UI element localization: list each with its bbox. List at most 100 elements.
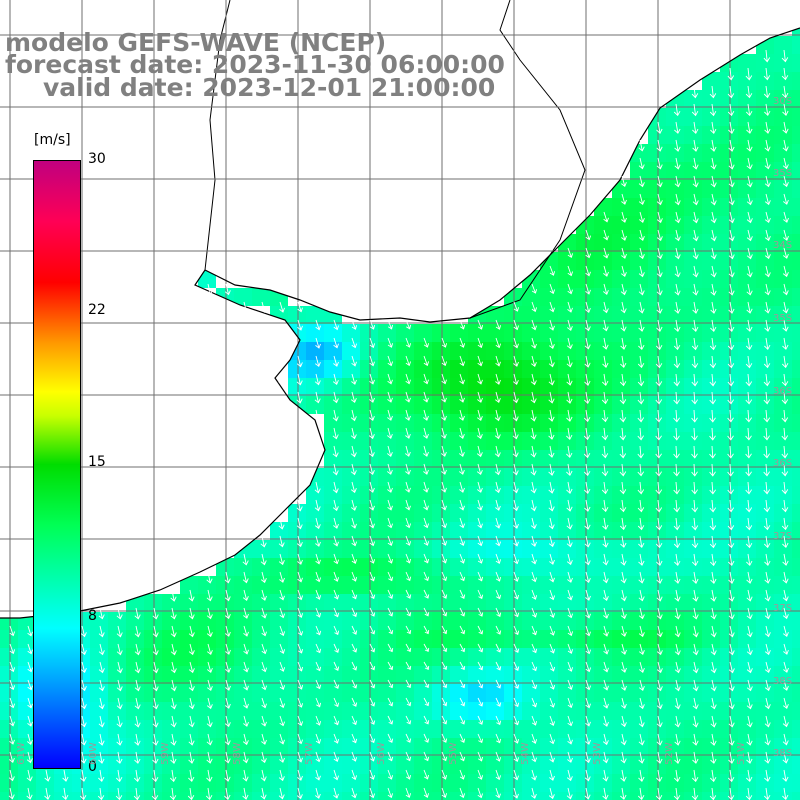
wind-arrow [656,193,663,206]
wind-speed-cell [342,630,360,648]
wind-arrow [134,643,141,656]
wind-arrow [674,175,681,188]
wind-arrow [764,265,771,278]
wind-arrow [477,697,484,707]
wind-arrow [351,787,357,799]
wind-arrow [368,445,375,458]
wind-arrow [583,463,591,477]
wind-speed-cell [720,504,738,522]
wind-speed-cell [756,594,774,612]
wind-arrow [459,337,466,348]
wind-speed-cell [450,360,468,378]
wind-arrow [459,625,466,635]
wind-arrow [512,391,519,404]
wind-speed-cell [540,414,558,432]
wind-speed-cell [378,504,396,522]
wind-speed-cell [342,558,360,576]
wind-arrow [531,283,538,294]
wind-arrow [727,517,735,531]
wind-speed-cell [738,108,756,126]
wind-speed-cell [576,576,594,594]
wind-speed-cell [756,450,774,468]
wind-speed-cell [648,324,666,342]
wind-arrow [531,319,537,331]
wind-speed-cell [288,612,306,630]
wind-speed-cell [594,630,612,648]
wind-speed-cell [198,612,216,630]
wind-arrow [405,787,412,798]
wind-speed-cell [378,666,396,684]
wind-speed-cell [702,450,720,468]
wind-speed-cell [468,378,486,396]
wind-arrow [423,715,430,725]
wind-speed-cell [504,558,522,576]
wind-speed-cell [324,630,342,648]
wind-speed-cell [540,396,558,414]
wind-arrow [512,481,519,494]
wind-speed-cell [306,342,324,360]
wind-arrow [567,571,573,583]
wind-speed-cell [792,792,800,800]
lon-label: 61W [15,742,27,765]
wind-arrow [603,643,609,655]
wind-arrow [98,643,105,656]
wind-speed-cell [738,54,756,72]
wind-speed-cell [486,342,504,360]
wind-arrow [441,769,448,780]
wind-arrow [513,679,520,689]
wind-speed-cell [504,792,522,800]
wind-speed-cell [594,216,612,234]
wind-speed-cell [414,450,432,468]
wind-speed-cell [108,684,126,702]
wind-speed-cell [612,720,630,738]
wind-arrow [638,607,645,620]
wind-speed-cell [702,738,720,756]
wind-arrow [656,661,663,674]
wind-arrow [656,301,663,314]
wind-arrow [710,679,717,692]
wind-speed-cell [360,378,378,396]
wind-speed-cell [738,792,756,800]
wind-speed-cell [486,522,504,540]
wind-speed-cell [270,522,288,540]
wind-speed-cell [486,792,504,800]
wind-speed-cell [540,306,558,324]
wind-arrow [279,589,285,601]
wind-speed-cell [648,666,666,684]
wind-arrow [387,715,394,725]
wind-arrow [728,157,735,170]
wind-speed-cell [468,414,486,432]
wind-arrow [782,733,789,746]
wind-speed-cell [630,324,648,342]
wind-arrow [746,193,753,206]
wind-speed-cell [648,360,666,378]
wind-arrow [709,769,717,783]
wind-speed-cell [576,324,594,342]
wind-speed-cell [738,666,756,684]
wind-arrow [242,589,249,602]
wind-arrow [98,751,105,764]
wind-arrow [692,751,699,764]
wind-speed-cell [630,756,648,774]
wind-arrow [26,751,33,764]
wind-arrow [745,445,752,459]
wind-arrow [656,265,663,278]
wind-speed-cell [270,684,288,702]
wind-arrow [656,139,663,152]
wind-arrow [278,769,285,782]
wind-speed-cell [792,450,800,468]
wind-speed-cell [612,702,630,720]
wind-arrow [405,319,412,330]
wind-arrow [512,463,519,476]
lon-label: 58W [231,742,243,765]
wind-speed-cell [108,792,126,800]
wind-speed-cell [792,234,800,252]
wind-speed-cell [666,162,684,180]
wind-speed-cell [504,648,522,666]
wind-speed-cell [576,702,594,720]
wind-speed-cell [414,522,432,540]
wind-speed-cell [378,432,396,450]
wind-speed-cell [558,378,576,396]
wind-arrow [549,643,556,654]
wind-speed-cell [666,360,684,378]
